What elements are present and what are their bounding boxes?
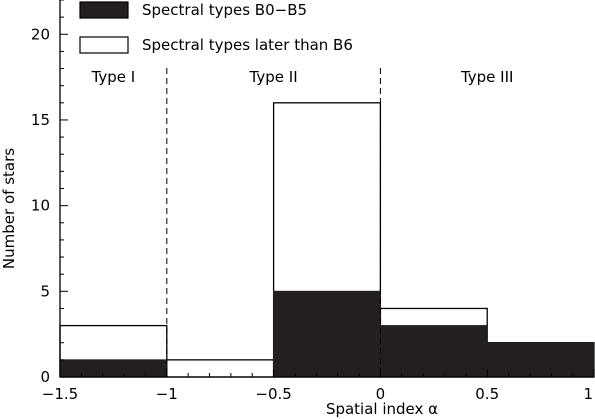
- type-annotations: Type I Type II Type III: [91, 68, 514, 86]
- x-tick-label: 0: [376, 385, 386, 403]
- filled-bar: [379, 325, 488, 378]
- legend-swatch: [79, 36, 129, 54]
- x-tick-label: −0.5: [255, 385, 291, 403]
- x-axis-label: Spatial index α: [326, 400, 438, 418]
- y-tick-label: 5: [40, 282, 50, 300]
- y-axis-ticks: 0 5 10 15 20: [31, 0, 68, 386]
- outline-bar: [166, 359, 275, 378]
- type-label: Type III: [460, 68, 514, 86]
- legend-label: Spectral types B0−B5: [142, 1, 307, 19]
- x-tick-label: −1: [156, 385, 178, 403]
- filled-bar: [486, 342, 595, 378]
- type-label: Type I: [91, 68, 136, 86]
- legend-swatch: [79, 1, 129, 19]
- legend-label: Spectral types later than B6: [142, 36, 353, 54]
- filled-bars: [59, 290, 595, 378]
- x-axis-ticks: −1.5 −1 −0.5 0 0.5 1: [42, 369, 595, 403]
- filled-bar: [59, 359, 168, 378]
- x-tick-label: 0.5: [475, 385, 499, 403]
- filled-bar: [273, 290, 381, 378]
- y-tick-label: 0: [40, 368, 50, 386]
- y-tick-label: 10: [31, 197, 50, 215]
- y-tick-label: 20: [31, 25, 50, 43]
- type-label: Type II: [249, 68, 298, 86]
- x-tick-label: 1: [583, 385, 593, 403]
- y-axis-label: Number of stars: [0, 148, 18, 269]
- legend: Spectral types B0−B5 Spectral types later…: [79, 1, 353, 54]
- y-tick-label: 15: [31, 111, 50, 129]
- type-dividers: [166, 68, 381, 377]
- x-tick-label: −1.5: [42, 385, 78, 403]
